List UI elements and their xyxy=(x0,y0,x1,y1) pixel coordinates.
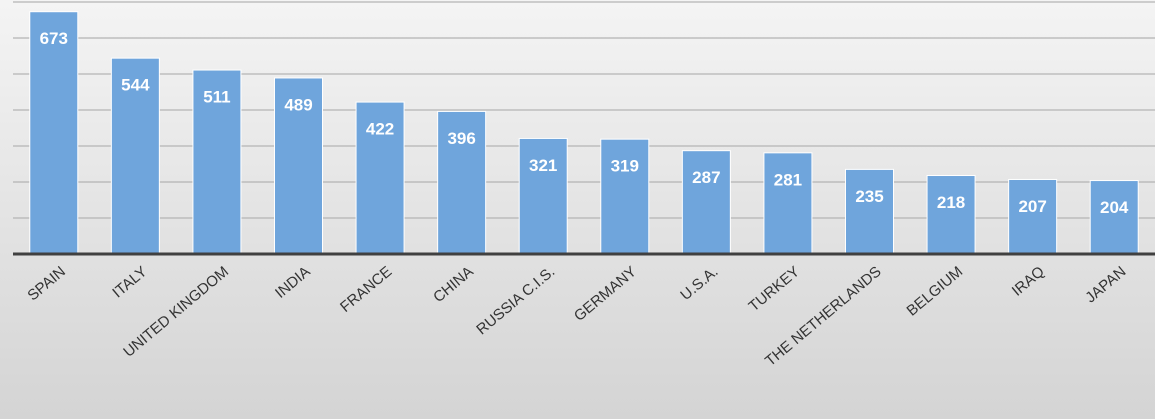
data-label: 673 xyxy=(40,29,68,48)
bar xyxy=(600,138,650,255)
bar xyxy=(681,150,731,255)
data-label: 321 xyxy=(529,156,557,175)
data-label: 422 xyxy=(366,120,394,139)
bar xyxy=(1008,178,1058,255)
data-label: 218 xyxy=(937,193,965,212)
bar xyxy=(1089,180,1139,255)
data-label: 511 xyxy=(203,88,230,107)
bar xyxy=(763,152,813,255)
bar xyxy=(355,101,405,255)
bar xyxy=(29,11,79,255)
data-label: 489 xyxy=(284,95,312,114)
bar xyxy=(192,69,242,255)
data-label: 281 xyxy=(774,170,802,189)
data-label: 204 xyxy=(1100,198,1129,217)
data-label: 396 xyxy=(447,129,475,148)
data-label: 319 xyxy=(611,157,639,176)
data-label: 287 xyxy=(692,168,720,187)
data-label: 235 xyxy=(855,187,883,206)
data-label: 544 xyxy=(121,76,150,95)
bar xyxy=(926,175,976,255)
data-label: 207 xyxy=(1018,197,1046,216)
bar xyxy=(274,77,323,255)
bar xyxy=(110,57,160,255)
bar xyxy=(437,110,487,255)
bar xyxy=(845,168,894,255)
